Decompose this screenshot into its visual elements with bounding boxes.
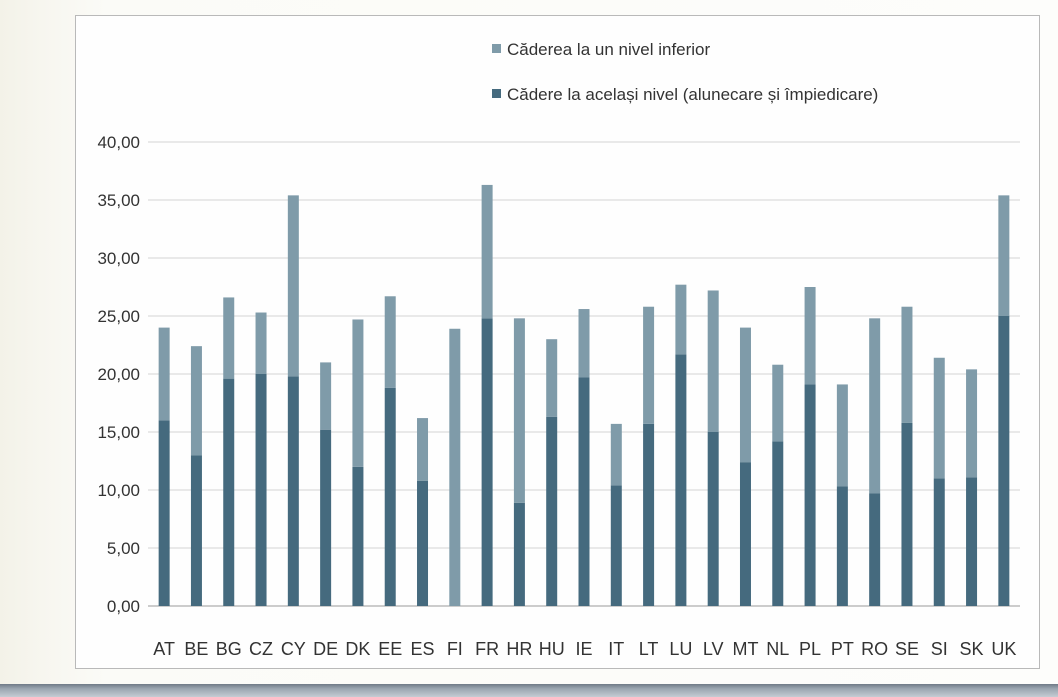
- x-tick-label: SK: [960, 639, 984, 659]
- bar-segment-lower-level: [901, 306, 913, 423]
- y-tick-label: 30,00: [97, 249, 140, 268]
- y-tick-label: 20,00: [97, 365, 140, 384]
- bar-segment-same-level: [481, 318, 493, 606]
- bar-segment-same-level: [869, 493, 881, 606]
- legend-label-lower: Cădere la același nivel (alunecare și îm…: [507, 85, 878, 104]
- bar-segment-lower-level: [449, 328, 461, 606]
- x-tick-label: LT: [639, 639, 659, 659]
- x-tick-label: ES: [411, 639, 435, 659]
- bar-segment-same-level: [610, 485, 622, 606]
- y-tick-label: 5,00: [107, 539, 140, 558]
- bar-segment-same-level: [675, 354, 687, 606]
- x-tick-label: SE: [895, 639, 919, 659]
- x-tick-label: PL: [799, 639, 821, 659]
- bar-segment-same-level: [546, 416, 558, 606]
- bars: [158, 184, 1010, 606]
- bar-segment-same-level: [255, 374, 267, 606]
- bar-segment-lower-level: [513, 318, 525, 503]
- y-tick-label: 25,00: [97, 307, 140, 326]
- x-tick-label: AT: [153, 639, 175, 659]
- bar-segment-same-level: [901, 422, 913, 606]
- bar-segment-lower-level: [190, 346, 202, 456]
- legend-label-upper: Căderea la un nivel inferior: [507, 40, 711, 59]
- bar-segment-lower-level: [610, 423, 622, 486]
- bar-segment-same-level: [578, 377, 590, 606]
- bar-segment-same-level: [643, 423, 655, 606]
- x-tick-label: LV: [703, 639, 724, 659]
- bar-segment-lower-level: [384, 296, 396, 388]
- bar-segment-same-level: [417, 480, 429, 606]
- x-tick-label: CZ: [249, 639, 273, 659]
- bar-segment-same-level: [804, 384, 816, 606]
- bar-segment-same-level: [223, 378, 235, 606]
- legend-swatch-upper: [492, 44, 501, 53]
- y-tick-label: 0,00: [107, 597, 140, 616]
- x-tick-label: UK: [991, 639, 1016, 659]
- bar-segment-same-level: [707, 432, 719, 606]
- y-tick-label: 10,00: [97, 481, 140, 500]
- bar-segment-same-level: [384, 387, 396, 606]
- x-axis: AT BE BG CZ CY DE DK EE ES FI FR HR HU IE IT LT LU LV MT NL…: [153, 639, 1016, 659]
- x-tick-label: PT: [831, 639, 854, 659]
- bar-segment-lower-level: [223, 297, 235, 379]
- bar-segment-same-level: [836, 486, 848, 606]
- bar-segment-same-level: [933, 478, 945, 606]
- bar-segment-lower-level: [836, 384, 848, 487]
- legend-swatch-lower: [492, 89, 501, 98]
- bar-segment-lower-level: [707, 290, 719, 432]
- x-tick-label: BE: [184, 639, 208, 659]
- bar-segment-same-level: [998, 316, 1010, 606]
- bar-segment-lower-level: [675, 284, 687, 355]
- bar-segment-lower-level: [158, 327, 170, 421]
- x-tick-label: EE: [378, 639, 402, 659]
- bar-segment-lower-level: [352, 319, 364, 467]
- bar-segment-same-level: [739, 462, 751, 606]
- x-tick-label: HU: [539, 639, 565, 659]
- x-tick-label: DE: [313, 639, 338, 659]
- bar-segment-lower-level: [417, 418, 429, 481]
- bar-segment-same-level: [190, 455, 202, 606]
- x-tick-label: BG: [216, 639, 242, 659]
- window-bottom-strip: [0, 684, 1058, 697]
- x-tick-label: SI: [931, 639, 948, 659]
- x-tick-label: DK: [345, 639, 370, 659]
- bar-segment-lower-level: [481, 184, 493, 319]
- bar-segment-lower-level: [869, 318, 881, 494]
- x-tick-label: MT: [732, 639, 758, 659]
- x-tick-label: NL: [766, 639, 789, 659]
- bar-segment-same-level: [158, 420, 170, 606]
- bar-segment-lower-level: [933, 357, 945, 479]
- bar-segment-lower-level: [643, 306, 655, 424]
- bar-segment-same-level: [320, 429, 332, 606]
- x-tick-label: LU: [669, 639, 692, 659]
- y-axis: 0,00 5,00 10,00 15,00 20,00 25,00 30,00 35,00 40…: [97, 133, 140, 616]
- bar-segment-lower-level: [966, 369, 978, 478]
- x-tick-label: FR: [475, 639, 499, 659]
- bar-segment-same-level: [772, 441, 784, 606]
- bar-segment-lower-level: [287, 195, 299, 377]
- x-tick-label: IT: [608, 639, 624, 659]
- x-tick-label: RO: [861, 639, 888, 659]
- x-tick-label: FI: [447, 639, 463, 659]
- bar-segment-lower-level: [320, 362, 332, 430]
- bar-segment-lower-level: [255, 312, 267, 374]
- bar-segment-same-level: [287, 376, 299, 606]
- bar-segment-same-level: [352, 466, 364, 606]
- bar-segment-lower-level: [546, 339, 558, 417]
- bar-segment-same-level: [966, 477, 978, 606]
- x-tick-label: IE: [575, 639, 592, 659]
- bar-segment-same-level: [513, 502, 525, 606]
- x-tick-label: HR: [506, 639, 532, 659]
- bar-segment-lower-level: [739, 327, 751, 463]
- y-tick-label: 40,00: [97, 133, 140, 152]
- y-tick-label: 15,00: [97, 423, 140, 442]
- bar-segment-lower-level: [998, 195, 1010, 316]
- x-tick-label: CY: [281, 639, 306, 659]
- legend: Căderea la un nivel inferior Cădere la a…: [492, 40, 878, 104]
- bar-segment-lower-level: [772, 364, 784, 442]
- bar-segment-lower-level: [578, 309, 590, 378]
- bar-segment-lower-level: [804, 287, 816, 385]
- y-tick-label: 35,00: [97, 191, 140, 210]
